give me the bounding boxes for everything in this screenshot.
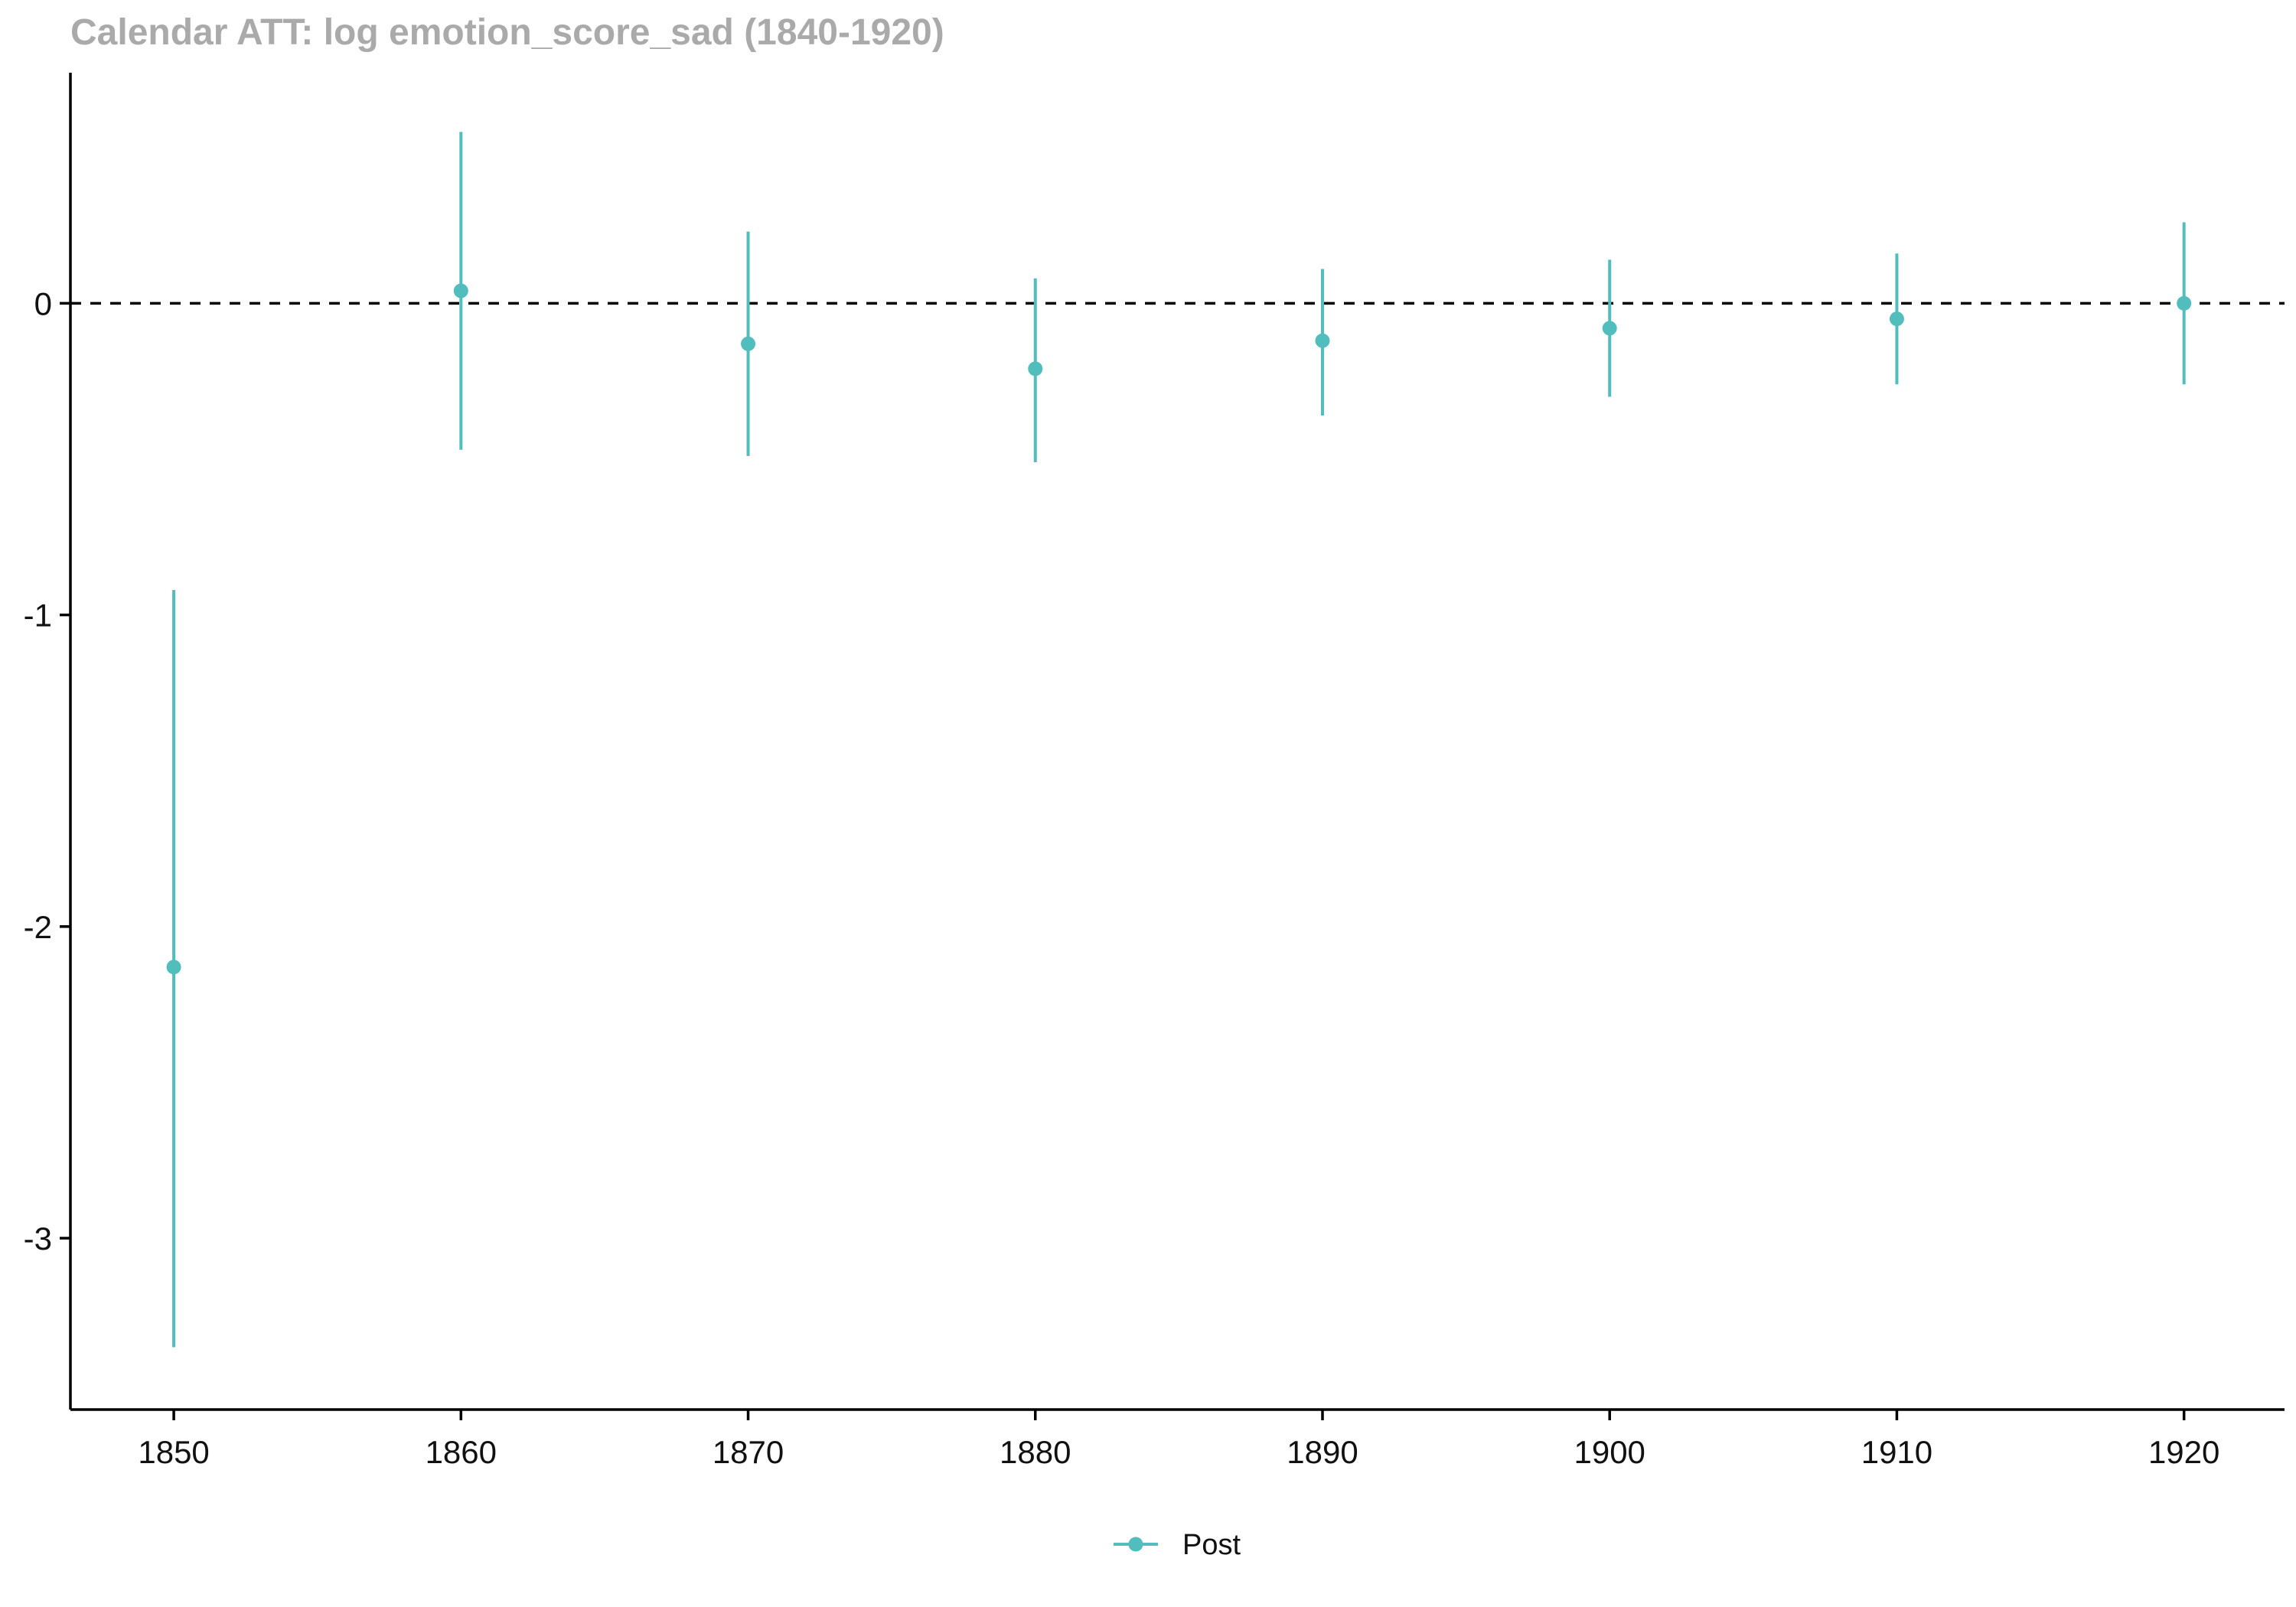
chart-title: Calendar ATT: log emotion_score_sad (184… [70,12,944,53]
data-point [1028,361,1043,376]
data-point [453,283,468,298]
x-tick-label: 1870 [713,1434,784,1470]
y-tick-label: -2 [24,909,52,945]
axes [69,73,2285,1411]
y-tick-label: -1 [24,598,52,634]
data-point [1889,311,1904,327]
data-point [166,960,181,975]
data-point [1315,333,1330,348]
y-tick-label: 0 [34,285,52,321]
data-point [741,336,756,351]
data-point [2177,295,2192,311]
ticks: 1850 1860 1870 1880 1890 1900 1910 1920 0 -1 -2 -3 [24,285,2220,1470]
x-tick-label: 1880 [1000,1434,1071,1470]
x-tick-label: 1850 [138,1434,209,1470]
x-tick-label: 1910 [1861,1434,1932,1470]
legend-key-point [1128,1537,1143,1552]
x-tick-label: 1890 [1287,1434,1358,1470]
data-point [1602,321,1617,336]
x-tick-label: 1920 [2148,1434,2219,1470]
y-tick-label: -3 [24,1221,52,1257]
data-marks [166,132,2192,1348]
legend: Post [1114,1529,1241,1561]
legend-label: Post [1182,1529,1241,1561]
x-tick-label: 1900 [1574,1434,1645,1470]
x-tick-label: 1860 [426,1434,497,1470]
